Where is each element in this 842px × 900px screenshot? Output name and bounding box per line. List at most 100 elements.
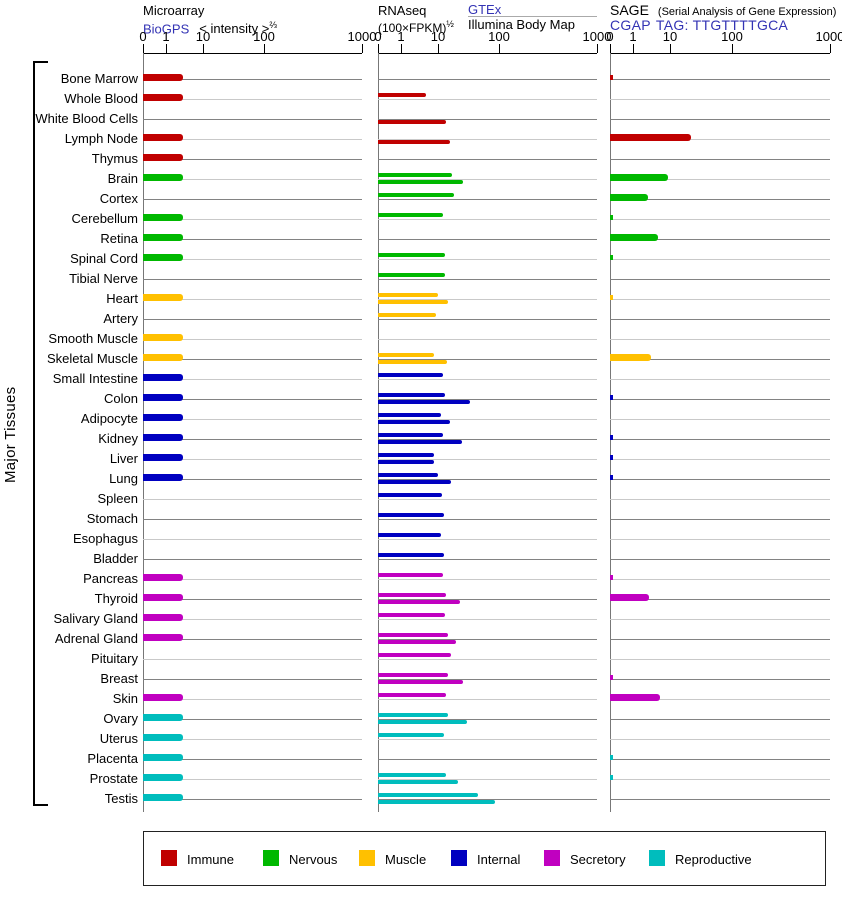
rnaseq-gtex-bar xyxy=(378,173,452,177)
rnaseq-gtex-bar xyxy=(378,733,444,737)
rnaseq-illumina-bar xyxy=(378,300,448,304)
grid-line xyxy=(378,539,597,540)
microarray-bar xyxy=(143,254,183,261)
microarray-bar xyxy=(143,74,183,81)
grid-line xyxy=(143,519,362,520)
grid-line xyxy=(610,499,830,500)
grid-line xyxy=(378,579,597,580)
rnaseq-illumina-bar xyxy=(378,460,434,464)
axis-spine xyxy=(143,53,144,812)
rnaseq-gtex-bar xyxy=(378,253,445,257)
legend-label-internal: Internal xyxy=(477,852,521,867)
cgap-link[interactable]: CGAP xyxy=(610,17,651,33)
axis-tick-label: 10 xyxy=(662,29,678,44)
axis-line xyxy=(143,53,362,54)
microarray-bar xyxy=(143,414,183,421)
sage-title-note: (Serial Analysis of Gene Expression) xyxy=(657,6,837,18)
grid-line xyxy=(143,399,362,400)
rnaseq-gtex-bar xyxy=(378,493,442,497)
grid-line xyxy=(143,739,362,740)
tissue-label-pituitary: Pituitary xyxy=(91,651,138,666)
tissue-label-cerebellum: Cerebellum xyxy=(71,211,138,226)
grid-line xyxy=(610,299,830,300)
biogps-link[interactable]: BioGPS xyxy=(143,21,190,37)
sage-tick xyxy=(610,775,613,780)
gtex-link[interactable]: GTEx xyxy=(468,2,502,17)
tissue-label-tibial-nerve: Tibial Nerve xyxy=(69,271,138,286)
legend-swatch-reproductive xyxy=(649,850,665,866)
grid-line xyxy=(378,159,597,160)
sage-tick xyxy=(610,755,613,760)
grid-line xyxy=(378,499,597,500)
grid-line xyxy=(610,139,830,140)
axis-line xyxy=(378,53,597,54)
grid-line xyxy=(143,539,362,540)
rnaseq-gtex-bar xyxy=(378,773,446,777)
microarray-bar xyxy=(143,134,183,141)
microarray-bar xyxy=(143,94,183,101)
grid-line xyxy=(610,99,830,100)
grid-line xyxy=(143,199,362,200)
grid-line xyxy=(143,599,362,600)
panel-title-microarray: Microarray xyxy=(143,3,205,18)
rnaseq-gtex-bar xyxy=(378,693,446,697)
tissue-label-esophagus: Esophagus xyxy=(72,531,138,546)
grid-line xyxy=(610,119,830,120)
legend-swatch-immune xyxy=(161,850,177,866)
grid-line xyxy=(143,119,362,120)
grid-line xyxy=(610,739,830,740)
grid-line xyxy=(610,579,830,580)
grid-line xyxy=(143,159,362,160)
microarray-bar xyxy=(143,174,183,181)
grid-line xyxy=(610,219,830,220)
grid-line xyxy=(378,199,597,200)
microarray-bar xyxy=(143,794,183,801)
axis-tick-label: 100 xyxy=(721,29,743,44)
grid-line xyxy=(610,539,830,540)
grid-line xyxy=(610,79,830,80)
axis-line xyxy=(610,53,830,54)
microarray-scale-exponent: ⅔ xyxy=(269,20,277,30)
grid-line xyxy=(143,499,362,500)
rnaseq-gtex-bar xyxy=(378,393,445,397)
major-tissues-bracket-bottom-arm xyxy=(33,804,48,806)
tissue-label-heart: Heart xyxy=(106,291,138,306)
grid-line xyxy=(610,619,830,620)
axis-tick-label: 10 xyxy=(195,29,211,44)
tissue-label-testis: Testis xyxy=(104,791,138,806)
rnaseq-illumina-bar xyxy=(378,140,450,144)
grid-line xyxy=(143,99,362,100)
grid-line xyxy=(378,419,597,420)
microarray-bar xyxy=(143,234,183,241)
legend-swatch-muscle xyxy=(359,850,375,866)
major-tissues-bracket xyxy=(33,61,35,806)
microarray-bar xyxy=(143,394,183,401)
rnaseq-formula-text: (100×FPKM) xyxy=(378,21,447,35)
panel-subtitle-microarray: BioGPS < intensity >⅔ xyxy=(143,18,277,36)
tissue-label-smooth-muscle: Smooth Muscle xyxy=(48,331,138,346)
microarray-bar xyxy=(143,614,183,621)
microarray-bar xyxy=(143,594,183,601)
grid-line xyxy=(378,479,597,480)
sage-bar xyxy=(610,594,649,601)
rnaseq-illumina-bar xyxy=(378,720,467,724)
rnaseq-illumina-bar xyxy=(378,400,470,404)
tissue-label-adrenal-gland: Adrenal Gland xyxy=(54,631,138,646)
tissue-label-lymph-node: Lymph Node xyxy=(64,131,138,146)
grid-line xyxy=(143,279,362,280)
rnaseq-gtex-bar xyxy=(378,473,438,477)
rnaseq-gtex-bar xyxy=(378,713,448,717)
microarray-bar xyxy=(143,754,183,761)
rnaseq-illumina-bar xyxy=(378,780,458,784)
tissue-label-salivary-gland: Salivary Gland xyxy=(53,611,138,626)
rnaseq-gtex-bar xyxy=(378,553,444,557)
rnaseq-illumina-bar xyxy=(378,120,446,124)
rnaseq-gtex-bar xyxy=(378,513,444,517)
rnaseq-gtex-bar xyxy=(378,293,438,297)
grid-line xyxy=(143,679,362,680)
grid-line xyxy=(610,699,830,700)
grid-line xyxy=(143,319,362,320)
axis-tick xyxy=(830,44,831,53)
axis-tick xyxy=(143,44,144,53)
